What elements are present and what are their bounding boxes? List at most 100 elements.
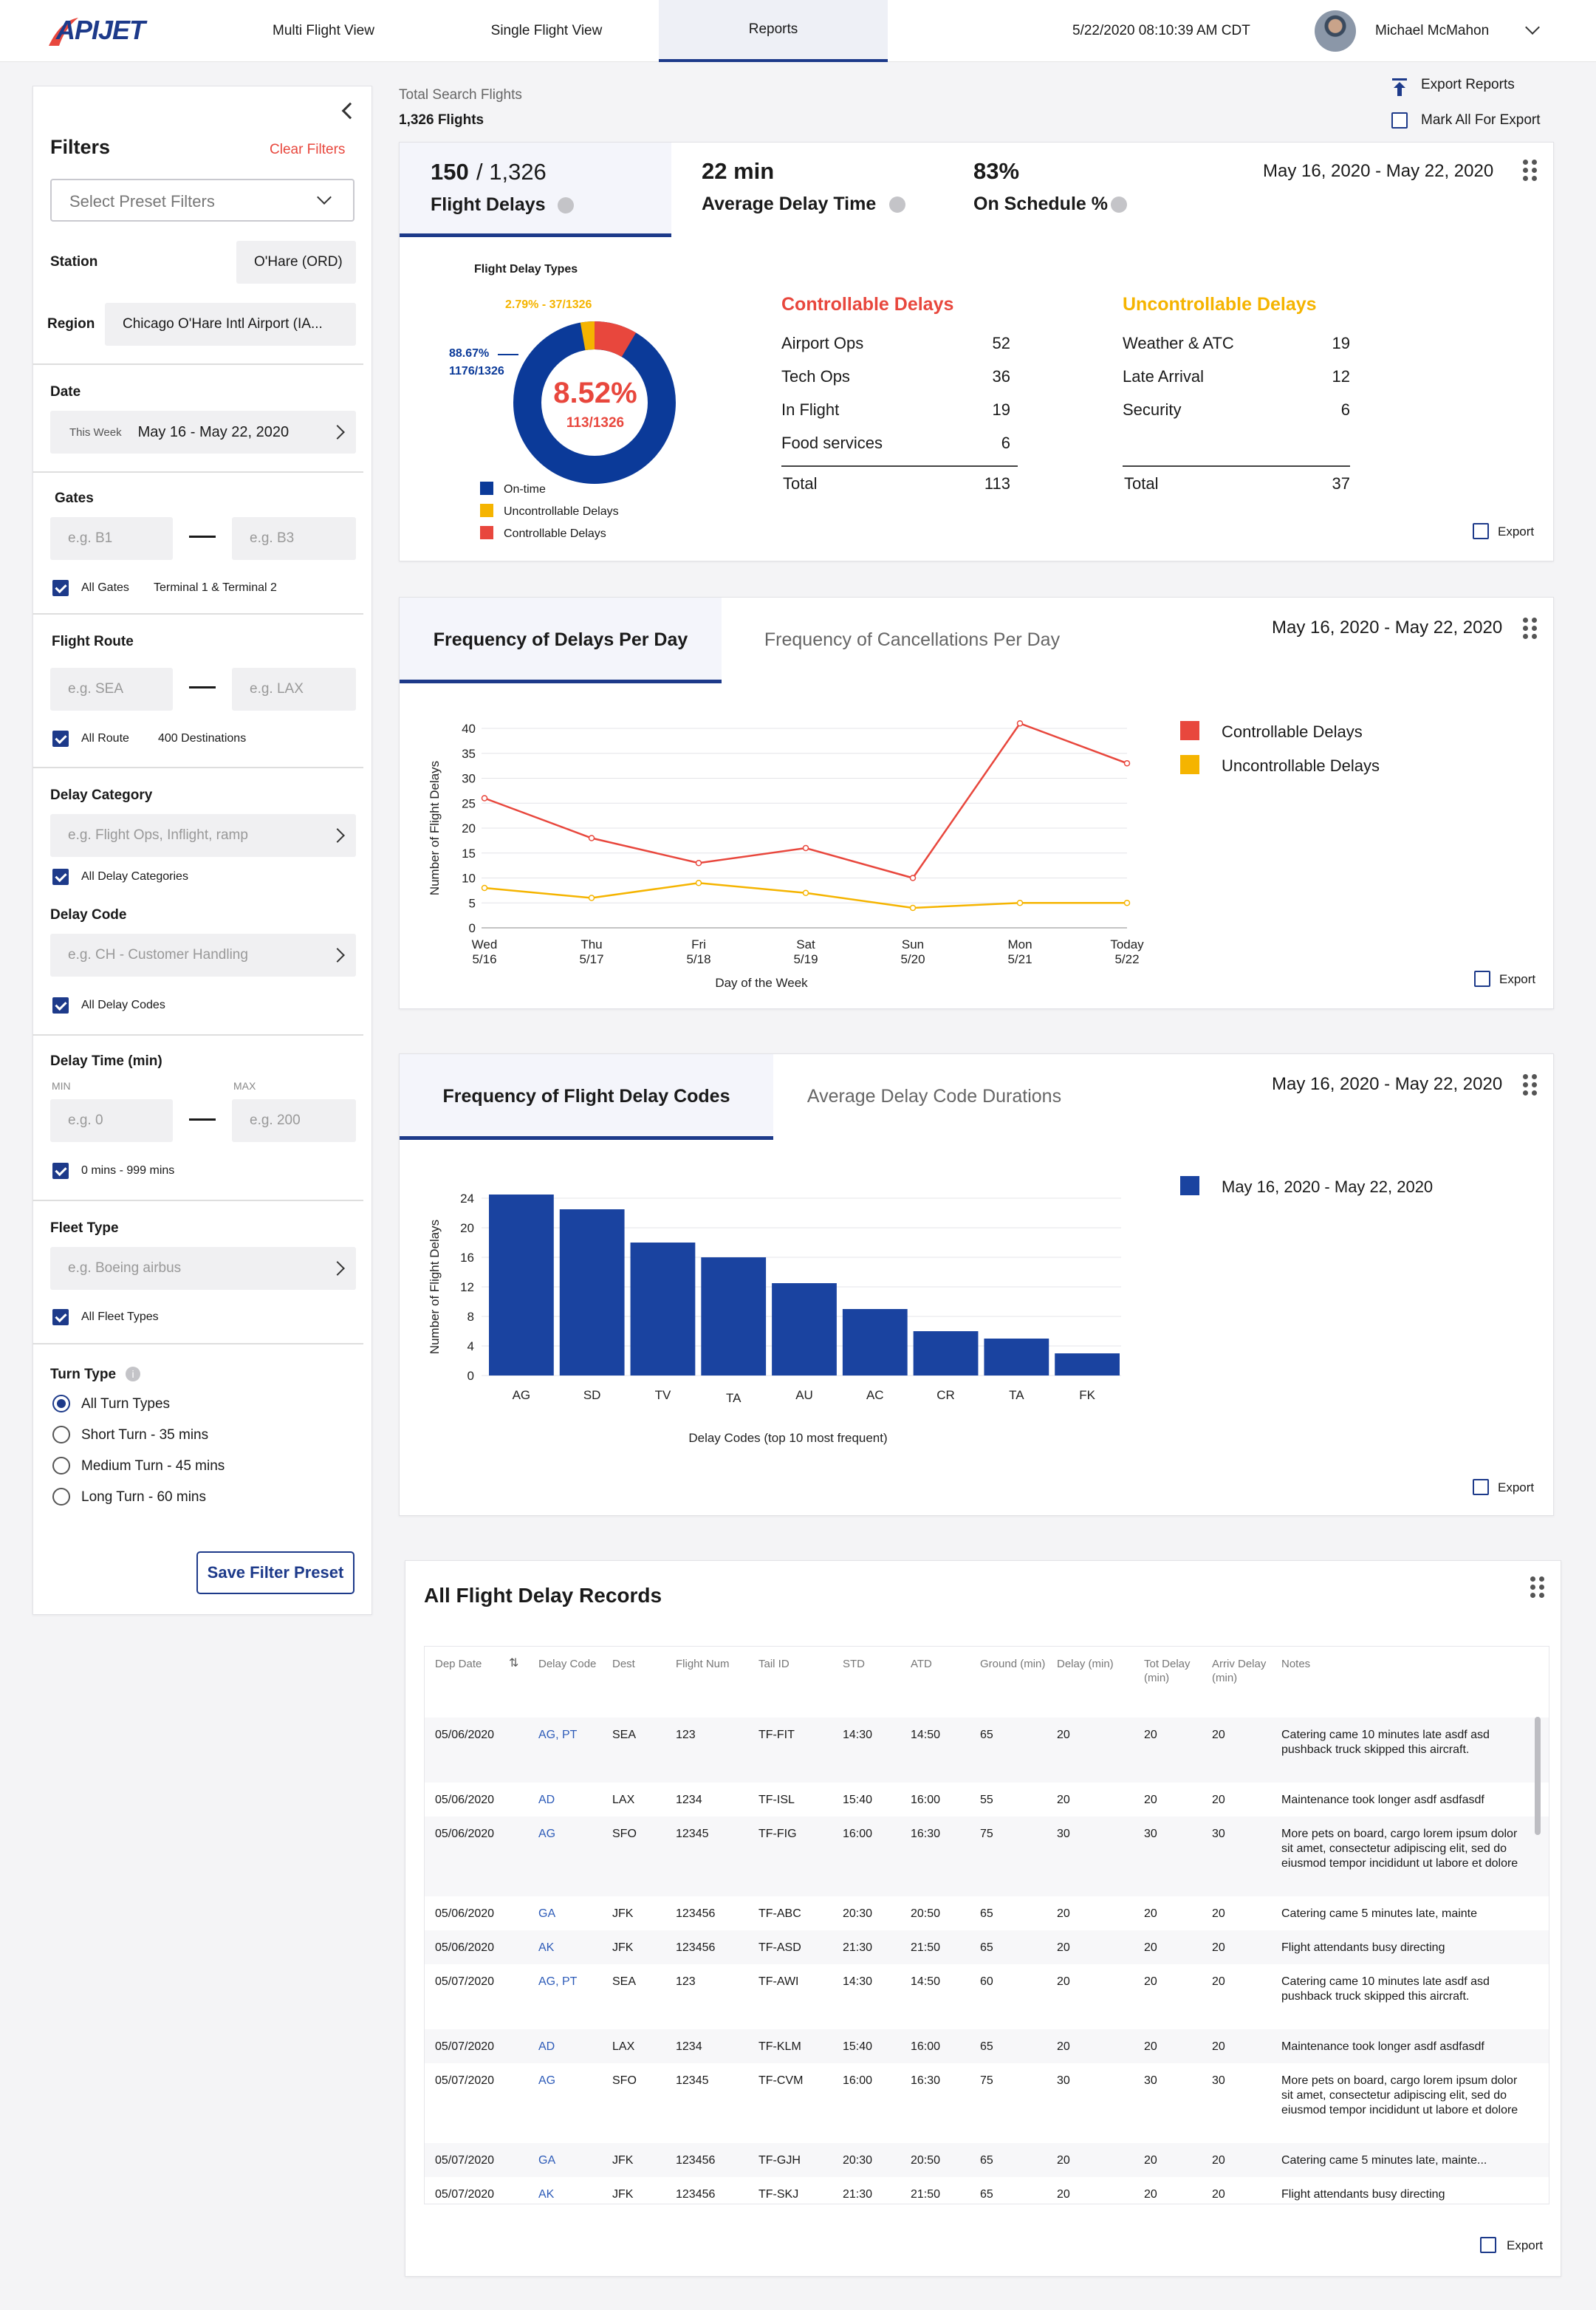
delay-min-input[interactable]: e.g. 0 — [50, 1099, 173, 1142]
route-to-input[interactable]: e.g. LAX — [232, 668, 356, 711]
table-cell[interactable]: AD — [538, 1794, 555, 1806]
table-row[interactable]: 05/06/2020 GA JFK 123456 TF-ABC 20:30 20:50 65 2… — [425, 1896, 1549, 1930]
radio-medium-turn[interactable] — [52, 1457, 70, 1474]
radio-short-turn[interactable] — [52, 1426, 70, 1443]
all-fleet-types-checkbox[interactable] — [52, 1309, 69, 1325]
avatar[interactable] — [1315, 10, 1356, 52]
table-cell[interactable]: AD — [538, 2040, 555, 2053]
table-cell[interactable]: AK — [538, 2188, 555, 2201]
records-table: Dep Date ⇅ Delay Code Dest Flight Num Tail ID… — [424, 1646, 1549, 2204]
all-fleet-types-label: All Fleet Types — [81, 1311, 159, 1323]
region-label: Region — [47, 316, 95, 332]
table-cell[interactable]: GA — [538, 1907, 556, 1920]
delay-category-select[interactable]: e.g. Flight Ops, Inflight, ramp — [50, 814, 356, 857]
bar — [984, 1339, 1049, 1376]
x-tick-label: 5/16 — [472, 952, 496, 966]
more-menu-icon[interactable] — [1530, 1576, 1548, 1599]
save-filter-preset-button[interactable]: Save Filter Preset — [196, 1551, 355, 1594]
table-cell: 65 — [980, 2040, 993, 2053]
all-gates-checkbox[interactable] — [52, 580, 69, 596]
y-tick-label: 5 — [469, 896, 476, 910]
table-cell: 14:30 — [843, 1729, 873, 1741]
all-delay-categories-checkbox[interactable] — [52, 869, 69, 885]
preset-filters-select[interactable]: Select Preset Filters — [50, 179, 355, 222]
chevron-down-icon[interactable] — [1525, 20, 1540, 35]
table-scrollbar[interactable] — [1535, 1717, 1541, 1835]
table-row[interactable]: 05/07/2020 AG, PT SEA 123 TF-AWI 14:30 14:50 60… — [425, 1964, 1549, 2029]
tab-frequency-cancellations[interactable]: Frequency of Cancellations Per Day — [764, 629, 1061, 650]
radio-long-turn[interactable] — [52, 1488, 70, 1506]
export-checkbox[interactable] — [1473, 1479, 1489, 1495]
user-name[interactable]: Michael McMahon — [1375, 23, 1490, 38]
delay-item-label: Security — [1123, 400, 1182, 419]
tab-average-delay-durations[interactable]: Average Delay Code Durations — [806, 1085, 1062, 1107]
export-checkbox[interactable] — [1474, 971, 1490, 987]
station-label: Station — [50, 254, 98, 270]
export-checkbox[interactable] — [1473, 523, 1489, 539]
route-from-input[interactable]: e.g. SEA — [50, 668, 173, 711]
legend-swatch — [1180, 1176, 1199, 1195]
table-cell: 21:50 — [911, 1941, 941, 1954]
series-line — [484, 722, 1128, 879]
table-cell[interactable]: AK — [538, 1941, 555, 1954]
all-route-checkbox[interactable] — [52, 731, 69, 747]
table-cell-notes: More pets on board, cargo lorem ipsum do… — [1281, 2074, 1518, 2116]
table-row[interactable]: 05/06/2020 AG SFO 12345 TF-FIG 16:00 16:30 75 30… — [425, 1817, 1549, 1896]
export-checkbox[interactable] — [1480, 2237, 1496, 2253]
table-cell[interactable]: AG, PT — [538, 1975, 578, 1988]
table-cell: 20 — [1144, 1907, 1157, 1920]
table-row[interactable]: 05/06/2020 AK JFK 123456 TF-ASD 21:30 21:50 65 2… — [425, 1930, 1549, 1964]
table-cell[interactable]: AG — [538, 2074, 556, 2087]
table-cell[interactable]: AG — [538, 1828, 556, 1840]
table-cell[interactable]: AG, PT — [538, 1729, 578, 1741]
kpi-flight-delays-tab[interactable]: 150 / 1,326 Flight Delays — [400, 143, 671, 237]
more-menu-icon[interactable] — [1523, 160, 1541, 182]
delay-time-all-checkbox[interactable] — [52, 1163, 69, 1179]
table-cell: 20:30 — [843, 2154, 873, 2167]
table-row[interactable]: 05/06/2020 AG, PT SEA 123 TF-FIT 14:30 14:50 65… — [425, 1718, 1549, 1783]
gate-from-input[interactable]: e.g. B1 — [50, 517, 173, 560]
delay-item-label: Tech Ops — [781, 367, 850, 386]
x-tick-label: Sat — [796, 937, 815, 951]
legend-label: Uncontrollable Delays — [1222, 756, 1380, 775]
export-label: Export — [1507, 2238, 1544, 2252]
clear-filters-link[interactable]: Clear Filters — [270, 142, 346, 157]
delay-max-input[interactable]: e.g. 200 — [232, 1099, 356, 1142]
tab-delay-codes[interactable]: Frequency of Flight Delay Codes — [442, 1085, 730, 1107]
mark-all-checkbox[interactable] — [1391, 112, 1408, 129]
date-range-field[interactable]: This Week May 16 - May 22, 2020 — [50, 411, 356, 454]
donut-label-ontime: 88.67% — [449, 347, 490, 360]
data-point — [1016, 720, 1024, 727]
table-cell: TF-ASD — [758, 1941, 801, 1954]
all-delay-codes-checkbox[interactable] — [52, 997, 69, 1014]
table-row[interactable]: 05/07/2020 GA JFK 123456 TF-GJH 20:30 20:50 65 2… — [425, 2143, 1549, 2177]
fleet-type-select[interactable]: e.g. Boeing airbus — [50, 1247, 356, 1290]
station-field[interactable]: O'Hare (ORD) — [236, 241, 356, 284]
region-field[interactable]: Chicago O'Hare Intl Airport (IA... — [105, 303, 356, 346]
table-row[interactable]: 05/07/2020 AG SFO 12345 TF-CVM 16:00 16:30 75 30… — [425, 2063, 1549, 2143]
kpi-sched-label: On Schedule % — [973, 194, 1108, 214]
delay-item-value: 19 — [992, 400, 1010, 419]
table-cell: 30 — [1057, 1828, 1070, 1840]
more-menu-icon[interactable] — [1523, 618, 1541, 640]
logo[interactable]: APIJET — [46, 13, 145, 50]
table-row[interactable]: 05/06/2020 AD LAX 1234 TF-ISL 15:40 16:00 55 20 2… — [425, 1783, 1549, 1817]
column-header[interactable]: Dep Date — [435, 1658, 482, 1670]
sort-icon[interactable]: ⇅ — [509, 1657, 519, 1670]
more-menu-icon[interactable] — [1523, 1074, 1541, 1096]
table-row[interactable]: 05/07/2020 AD LAX 1234 TF-KLM 15:40 16:00 65 20 2… — [425, 2029, 1549, 2063]
table-cell: 20 — [1144, 1729, 1157, 1741]
tab-frequency-delays[interactable]: Frequency of Delays Per Day — [433, 629, 688, 650]
table-cell: TF-AWI — [758, 1975, 799, 1988]
table-cell: 14:30 — [843, 1975, 873, 1988]
radio-all-turn-types[interactable] — [52, 1395, 70, 1412]
tab-multi-flight-view[interactable]: Multi Flight View — [273, 23, 374, 38]
gate-to-input[interactable]: e.g. B3 — [232, 517, 356, 560]
column-header: Tail ID — [758, 1658, 790, 1670]
tab-single-flight-view[interactable]: Single Flight View — [490, 23, 603, 38]
y-tick-label: 30 — [462, 772, 476, 786]
delay-code-select[interactable]: e.g. CH - Customer Handling — [50, 934, 356, 977]
table-cell[interactable]: GA — [538, 2154, 556, 2167]
table-row[interactable]: 05/07/2020 AK JFK 123456 TF-SKJ 21:30 21:50 65 2… — [425, 2177, 1549, 2204]
tab-reports[interactable]: Reports — [659, 0, 888, 62]
